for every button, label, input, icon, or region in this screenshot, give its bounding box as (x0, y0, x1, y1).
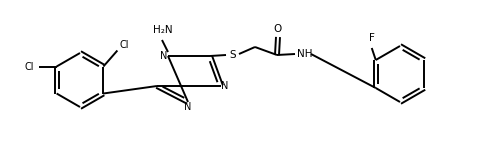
Text: Cl: Cl (25, 61, 34, 72)
Text: N: N (184, 102, 192, 112)
Text: S: S (230, 50, 236, 60)
Text: NH: NH (297, 49, 313, 59)
Text: Cl: Cl (120, 40, 129, 51)
Text: O: O (274, 24, 282, 34)
Text: N: N (221, 81, 228, 91)
Text: F: F (369, 33, 375, 43)
Text: N: N (160, 51, 167, 61)
Text: H₂N: H₂N (153, 25, 173, 35)
